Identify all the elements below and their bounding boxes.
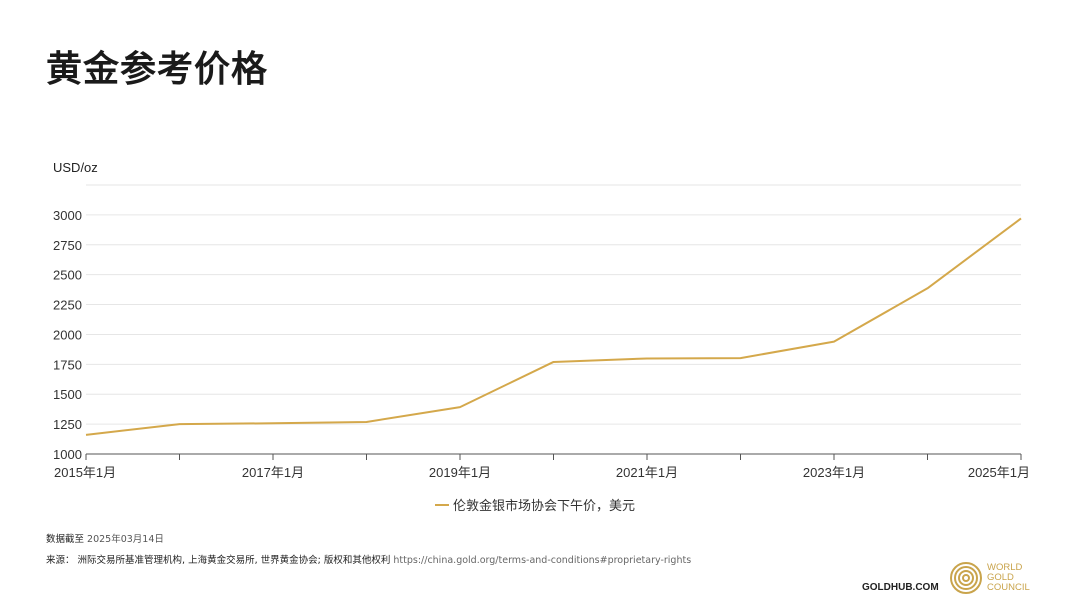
y-tick-label: 3000	[53, 208, 82, 223]
y-tick-label: 2750	[53, 238, 82, 253]
series-line-lbma-pm-usd	[85, 217, 1022, 436]
y-tick-label: 1750	[53, 357, 82, 372]
y-tick-label: 2000	[53, 327, 82, 342]
y-tick-label: 1000	[53, 447, 82, 462]
tick-labels: 1000 1250 1500 1750 2000 2250 2500 2750 3000 2015…	[53, 208, 1030, 480]
y-tick-label: 2250	[53, 298, 82, 313]
x-tick-label: 2023年1月	[803, 465, 865, 480]
axes	[85, 453, 1022, 460]
world-gold-council-logo: WORLD GOLD COUNCIL	[949, 561, 1030, 595]
source-url-link[interactable]: https://china.gold.org/terms-and-conditi…	[393, 555, 692, 566]
wgc-line: WORLD	[987, 562, 1023, 573]
source-label: 来源：	[46, 555, 75, 566]
legend-series-name: 伦敦金银市场协会下午价，美元	[453, 499, 636, 514]
gridlines	[86, 184, 1021, 425]
x-tick-label: 2017年1月	[242, 465, 304, 480]
goldhub-link[interactable]: GOLDHUB.COM	[862, 582, 939, 593]
y-tick-label: 1500	[53, 387, 82, 402]
source-text: 洲际交易所基准管理机构, 上海黄金交易所, 世界黄金协会; 版权和其他权利	[77, 555, 391, 566]
page-title: 黄金参考价格	[46, 49, 269, 90]
x-tick-label: 2025年1月	[968, 465, 1030, 480]
series-layer	[85, 217, 1022, 436]
y-tick-label: 1250	[53, 417, 82, 432]
y-axis-unit-label: USD/oz	[53, 160, 98, 175]
wgc-wordmark: WORLD GOLD COUNCIL	[987, 563, 1030, 593]
chart-legend: 伦敦金银市场协会下午价，美元	[435, 495, 635, 514]
x-tick-label: 2021年1月	[616, 465, 678, 480]
y-tick-label: 2500	[53, 268, 82, 283]
data-as-of: 数据截至 2025年03月14日	[46, 531, 164, 545]
wgc-line: GOLD	[987, 572, 1014, 583]
source-note: 来源： 洲际交易所基准管理机构, 上海黄金交易所, 世界黄金协会; 版权和其他权…	[46, 552, 691, 566]
wgc-rings-icon	[950, 562, 982, 594]
wgc-line: COUNCIL	[987, 582, 1030, 593]
x-tick-label: 2015年1月	[54, 465, 116, 480]
as-of-date: 2025年03月14日	[87, 534, 164, 545]
legend-line-swatch	[435, 503, 449, 506]
x-tick-label: 2019年1月	[429, 465, 491, 480]
as-of-label: 数据截至	[46, 534, 85, 545]
